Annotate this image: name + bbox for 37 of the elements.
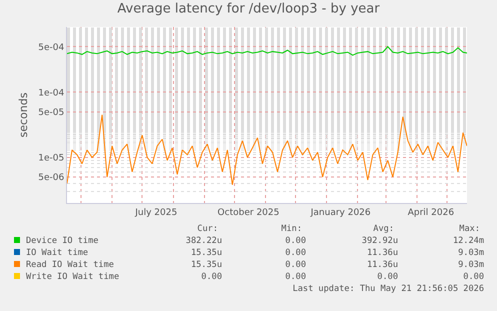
y-axis-title: seconds bbox=[16, 92, 30, 138]
y-tick-label: 5e-05 bbox=[38, 108, 64, 118]
text: 15.35u bbox=[190, 248, 222, 258]
legend-label: Read IO Wait time bbox=[25, 260, 114, 270]
text: 0.00 bbox=[285, 272, 306, 282]
text: 9.03m bbox=[458, 248, 484, 258]
text: 0.00 bbox=[377, 272, 398, 282]
text: 0.00 bbox=[285, 260, 306, 270]
x-tick-label: July 2025 bbox=[134, 208, 178, 218]
text: 0.00 bbox=[285, 236, 306, 246]
y-tick-label: 1e-05 bbox=[38, 154, 64, 164]
text: Last update: Thu May 21 21:56:05 2026 bbox=[292, 284, 484, 294]
text: 9.03m bbox=[458, 260, 484, 270]
legend-label: IO Wait time bbox=[25, 248, 88, 258]
x-tick-label: October 2025 bbox=[218, 208, 280, 218]
text: 0.00 bbox=[285, 248, 306, 258]
text: 392.92u bbox=[362, 236, 398, 246]
chart-title: Average latency for /dev/loop3 - by year bbox=[117, 1, 380, 16]
legend-label: Write IO Wait time bbox=[25, 272, 120, 282]
x-tick-label: January 2026 bbox=[310, 208, 371, 218]
text: 11.36u bbox=[366, 260, 398, 270]
line-series bbox=[67, 114, 467, 186]
text: 0.00 bbox=[463, 272, 484, 282]
y-tick-label: 5e-04 bbox=[38, 42, 64, 53]
text: Min: bbox=[281, 224, 302, 234]
y-tick-label: 5e-06 bbox=[38, 173, 64, 184]
text: Cur: bbox=[197, 224, 218, 234]
text: 15.35u bbox=[190, 260, 222, 270]
text: 11.36u bbox=[366, 248, 398, 258]
text: 12.24m bbox=[452, 236, 484, 246]
text: 0.00 bbox=[201, 272, 222, 282]
text: 382.22u bbox=[186, 236, 222, 246]
y-tick-label: 1e-04 bbox=[38, 88, 64, 98]
text: Max: bbox=[459, 224, 480, 234]
text: Avg: bbox=[373, 224, 394, 234]
legend-label: Device IO time bbox=[25, 236, 98, 246]
x-tick-label: April 2026 bbox=[408, 208, 454, 218]
